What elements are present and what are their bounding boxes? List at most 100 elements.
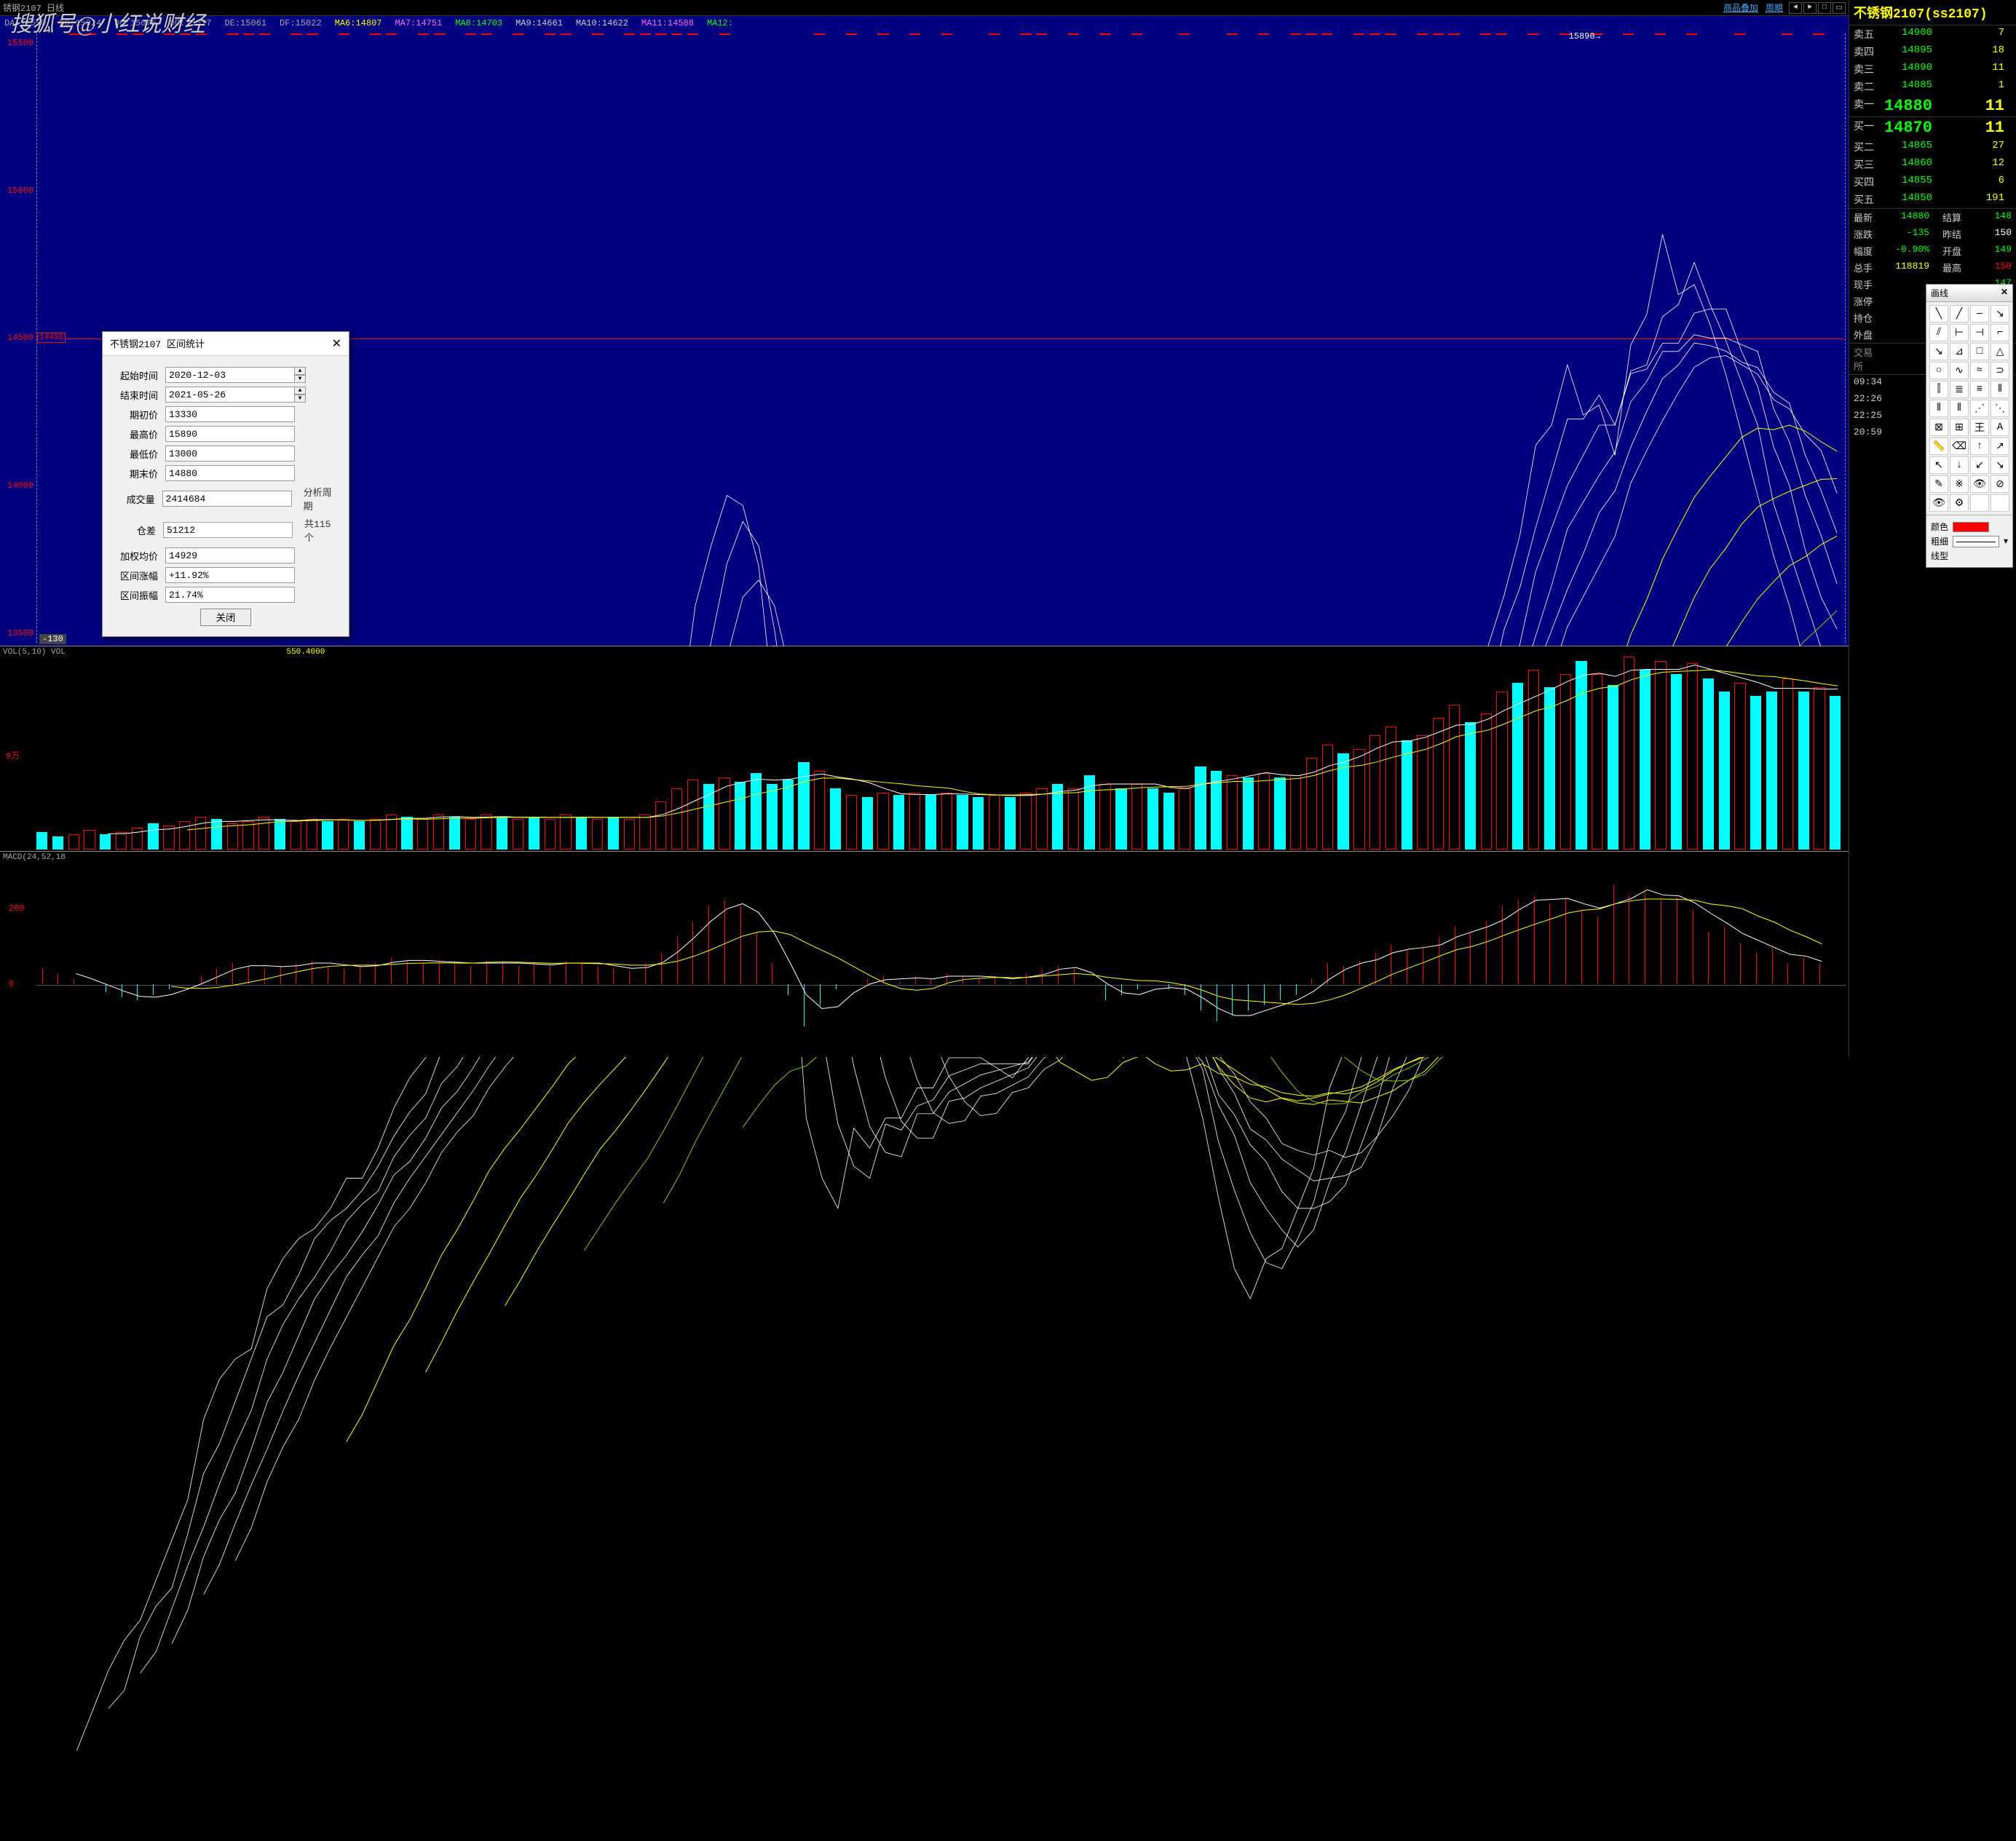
book-row[interactable]: 卖五149007 (1849, 25, 2016, 43)
tool-icon[interactable]: 👁 (1970, 475, 1989, 493)
tool-icon[interactable]: ⌫ (1950, 438, 1969, 455)
dialog-field-row: 期初价 (113, 406, 339, 422)
book-row[interactable]: 卖一1488011 (1849, 95, 2016, 116)
link-overlay[interactable]: 商品叠加 (1723, 1, 1758, 14)
tool-icon[interactable]: ↑ (1970, 438, 1989, 455)
bid-book: 买一1487011买二1486527买三1486012买四148556买五148… (1849, 117, 2016, 209)
dialog-field-row: 区间涨幅 (113, 567, 339, 583)
tool-icon[interactable]: ⊃ (1991, 362, 2009, 379)
tool-icon[interactable]: ⊣ (1970, 324, 1989, 341)
tool-icon[interactable]: ≣ (1950, 381, 1969, 398)
width-preview[interactable] (1953, 536, 1999, 547)
color-swatch[interactable] (1953, 522, 1989, 532)
dialog-input[interactable] (163, 522, 293, 538)
ma11: MA11:14588 (641, 18, 694, 28)
dropdown-icon[interactable]: ▾ (2004, 536, 2008, 547)
tool-icon[interactable]: A (1991, 419, 2009, 436)
tool-icon[interactable]: ⋰ (1970, 400, 1989, 417)
dialog-field-row: 结束时间▲▼ (113, 387, 339, 403)
tool-icon[interactable]: ⫽ (1929, 324, 1948, 341)
tool-icon[interactable]: ↖ (1929, 456, 1948, 474)
tool-icon[interactable]: ╱ (1950, 305, 1969, 322)
toolbar-icon-3[interactable]: □ (1818, 2, 1831, 14)
tool-icon[interactable]: 王 (1970, 419, 1989, 436)
tool-icon[interactable]: — (1970, 305, 1989, 322)
ma12: MA12: (707, 18, 733, 28)
tool-icon[interactable]: ⌐ (1991, 324, 2009, 341)
tool-icon[interactable]: ⊘ (1991, 475, 2009, 493)
tool-icon[interactable]: ↘ (1991, 305, 2009, 322)
toolbar-icon-4[interactable]: ▭ (1833, 2, 1846, 14)
spin-down-icon[interactable]: ▼ (294, 375, 306, 383)
spin-up-icon[interactable]: ▲ (294, 367, 306, 375)
tool-icon[interactable]: 📏 (1929, 438, 1948, 455)
spin-up-icon[interactable]: ▲ (294, 387, 306, 395)
dialog-input[interactable] (162, 491, 292, 507)
dialog-input[interactable] (165, 446, 295, 462)
book-row[interactable]: 买四148556 (1849, 173, 2016, 191)
tool-icon[interactable]: ○ (1929, 362, 1948, 379)
tool-icon[interactable]: ⊿ (1950, 343, 1969, 360)
drawing-toolbox: 画线 ✕ ╲╱—↘⫽⊢⊣⌐↘⊿□△○∿≈⊃⫿≣≡⦀⦀⦀⋰⋱⊠⊞王A📏⌫↑↗↖↓↙… (1926, 284, 2013, 568)
tool-icon[interactable]: ╲ (1929, 305, 1948, 322)
tool-icon[interactable]: ⦀ (1991, 381, 2009, 398)
link-period[interactable]: 周期 (1766, 1, 1783, 14)
book-row[interactable]: 买二1486527 (1849, 138, 2016, 156)
tool-icon[interactable] (1991, 494, 2009, 512)
toolbar-icon-2[interactable]: ► (1803, 2, 1817, 14)
volume-chart[interactable]: VOL(5,10) VOL 550.4000 9万 (0, 646, 1849, 852)
ma10: MA10:14622 (576, 18, 628, 28)
tool-icon[interactable]: ↘ (1929, 343, 1948, 360)
tool-icon[interactable]: ✎ (1929, 475, 1948, 493)
dialog-close-button[interactable]: 关闭 (200, 609, 251, 626)
tool-icon[interactable]: ⚙ (1950, 494, 1969, 512)
dialog-input[interactable] (165, 367, 295, 383)
tool-icon[interactable]: ≡ (1970, 381, 1989, 398)
tool-icon[interactable] (1970, 494, 1989, 512)
toolbar-icon-1[interactable]: ◄ (1789, 2, 1802, 14)
stat-row: 最新14880结算148 (1849, 209, 2016, 226)
dialog-field-row: 起始时间▲▼ (113, 367, 339, 383)
book-row[interactable]: 买一1487011 (1849, 117, 2016, 138)
tool-icon[interactable]: ⊢ (1950, 324, 1969, 341)
tool-icon[interactable]: ⦀ (1950, 400, 1969, 417)
tool-icon[interactable]: ⋱ (1991, 400, 2009, 417)
macd-lines (36, 855, 1846, 1054)
dialog-input[interactable] (165, 465, 295, 481)
tool-icon[interactable]: ⊞ (1950, 419, 1969, 436)
dialog-input[interactable] (165, 426, 295, 442)
book-row[interactable]: 买五14850191 (1849, 191, 2016, 208)
tool-icon[interactable]: □ (1970, 343, 1989, 360)
tool-icon[interactable]: ⊠ (1929, 419, 1948, 436)
tool-icon[interactable]: ↙ (1970, 456, 1989, 474)
dialog-input[interactable] (165, 587, 295, 603)
top-bar: 锈钢2107 日线 商品叠加 周期 ◄ ► □ ▭ (0, 0, 1849, 16)
tool-icon[interactable]: 👁 (1929, 494, 1948, 512)
dialog-input[interactable] (165, 406, 295, 422)
ma7: MA7:14751 (395, 18, 442, 28)
tool-icon[interactable]: ∿ (1950, 362, 1969, 379)
tool-icon[interactable]: ⦀ (1929, 400, 1948, 417)
dialog-field-row: 加权均价 (113, 547, 339, 563)
dialog-input[interactable] (165, 547, 295, 563)
tool-icon[interactable]: ↗ (1991, 438, 2009, 455)
tool-icon[interactable]: ※ (1950, 475, 1969, 493)
book-row[interactable]: 卖三1489011 (1849, 60, 2016, 78)
book-row[interactable]: 卖四1489518 (1849, 43, 2016, 60)
tool-icon[interactable]: ≈ (1970, 362, 1989, 379)
dialog-field-row: 区间振幅 (113, 587, 339, 603)
bottom-left-marker: -130 (39, 634, 66, 644)
dialog-field-row: 期末价 (113, 465, 339, 481)
toolbox-close-icon[interactable]: ✕ (2001, 287, 2008, 299)
tool-icon[interactable]: ⫿ (1929, 381, 1948, 398)
book-row[interactable]: 买三1486012 (1849, 156, 2016, 173)
macd-chart[interactable]: MACD(24,52,18 200 0 (0, 852, 1849, 1057)
tool-icon[interactable]: ↓ (1950, 456, 1969, 474)
tool-icon[interactable]: △ (1991, 343, 2009, 360)
dialog-input[interactable] (165, 387, 295, 403)
dialog-input[interactable] (165, 567, 295, 583)
dialog-close-icon[interactable]: ✕ (332, 336, 341, 351)
book-row[interactable]: 卖二148851 (1849, 78, 2016, 95)
tool-icon[interactable]: ↘ (1991, 456, 2009, 474)
spin-down-icon[interactable]: ▼ (294, 395, 306, 403)
